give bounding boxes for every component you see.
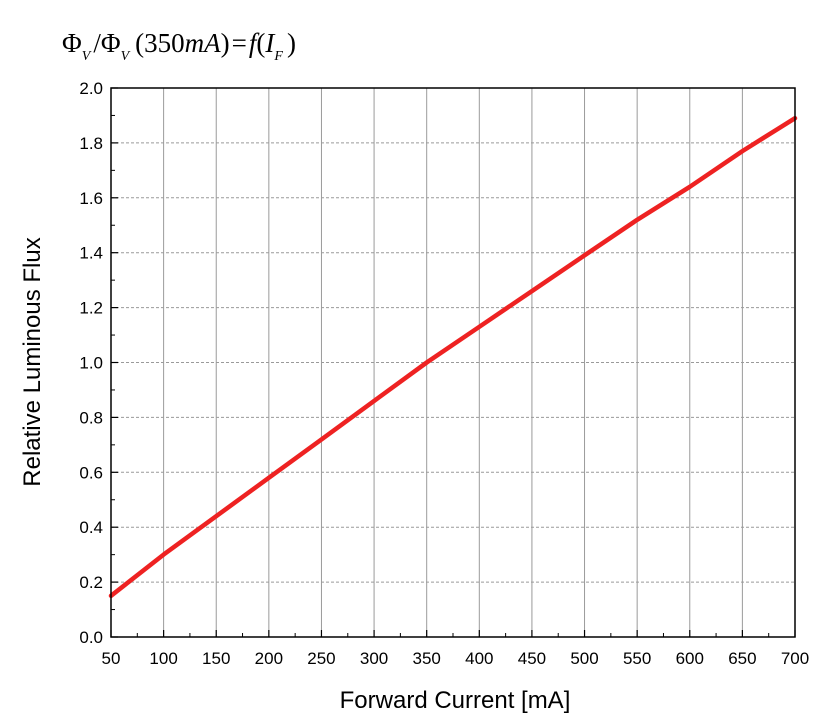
title-paren-open-2: ( <box>256 28 265 58</box>
x-tick-label: 50 <box>102 649 121 668</box>
x-tick-label: 700 <box>781 649 809 668</box>
x-tick-label: 250 <box>307 649 335 668</box>
title-equals: = <box>232 28 247 58</box>
x-axis-title: Forward Current [mA] <box>340 687 571 714</box>
y-tick-label: 1.2 <box>79 299 103 318</box>
y-tick-label: 1.8 <box>79 134 103 153</box>
y-tick-label: 1.6 <box>79 189 103 208</box>
y-tick-label: 2.0 <box>79 79 103 98</box>
title-paren-close-2: ) <box>287 28 296 58</box>
y-axis-title: Relative Luminous Flux <box>19 237 46 486</box>
title-sub-f: F <box>273 49 283 64</box>
y-tick-label: 0.4 <box>79 518 103 537</box>
x-tick-label: 200 <box>255 649 283 668</box>
x-tick-label: 600 <box>676 649 704 668</box>
title-paren-open: ( <box>135 28 144 58</box>
title-func: f <box>249 28 260 58</box>
y-tick-label: 0.8 <box>79 408 103 427</box>
x-tick-label: 550 <box>623 649 651 668</box>
y-tick-label: 1.0 <box>79 354 103 373</box>
x-tick-label: 450 <box>518 649 546 668</box>
title-phi-2: Φ <box>101 28 121 58</box>
title-sub-v-2: V <box>121 49 131 64</box>
tick-marks <box>110 87 796 638</box>
x-tick-label: 150 <box>202 649 230 668</box>
x-tick-label: 350 <box>413 649 441 668</box>
y-tick-label: 0.6 <box>79 463 103 482</box>
grid-lines <box>111 88 795 637</box>
x-tick-label: 400 <box>465 649 493 668</box>
x-tick-label: 300 <box>360 649 388 668</box>
y-tick-label: 1.4 <box>79 244 103 263</box>
title-phi-1: Φ <box>62 28 82 58</box>
x-tick-labels: 50 100 150 200 250 300 350 400 450 500 550 600 650 70… <box>102 649 810 668</box>
x-tick-label: 500 <box>570 649 598 668</box>
y-tick-label: 0.0 <box>79 628 103 647</box>
title-slash: / <box>93 28 101 58</box>
title-value: 350 <box>144 28 185 58</box>
title-sub-v-1: V <box>82 49 92 64</box>
series-line-0 <box>108 115 798 599</box>
title-paren-close: ) <box>221 28 230 58</box>
series-layer <box>108 115 798 599</box>
x-tick-label: 650 <box>728 649 756 668</box>
y-tick-labels: 0.0 0.2 0.4 0.6 0.8 1.0 1.2 1.4 1.6 1.8 2.0 <box>79 79 103 647</box>
title-unit: mA <box>185 28 221 58</box>
chart-title-formula: ΦV/ΦV (350mA)=f(IF) <box>62 28 296 64</box>
title-var: I <box>264 28 276 58</box>
y-tick-label: 0.2 <box>79 573 103 592</box>
x-tick-label: 100 <box>149 649 177 668</box>
